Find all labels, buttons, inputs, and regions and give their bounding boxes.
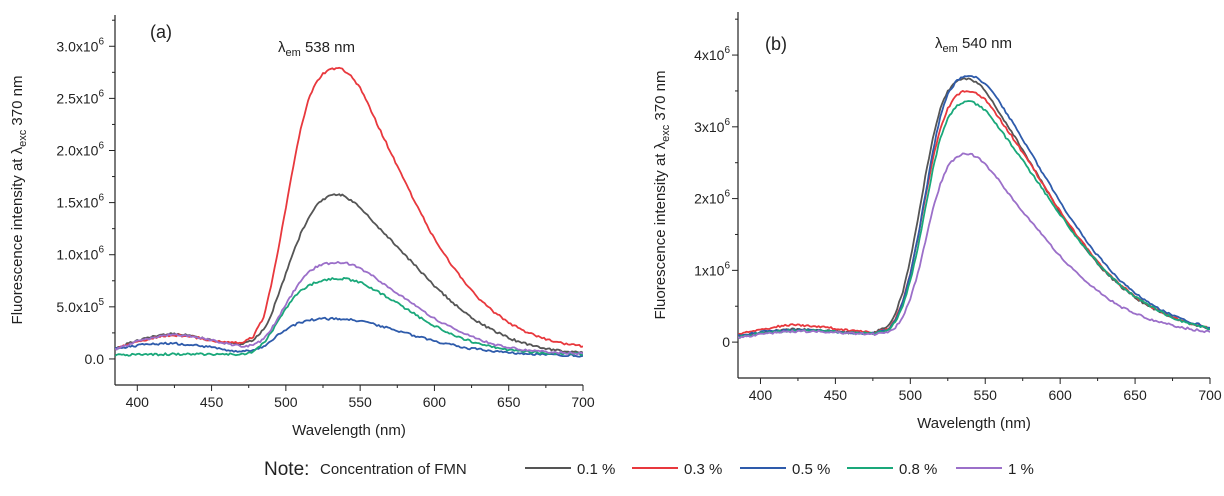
x-tick-label: 400 (126, 394, 150, 410)
panel-label: (b) (765, 34, 787, 54)
x-tick-label: 650 (1123, 387, 1147, 403)
y-tick-label: 2.0x106 (56, 140, 104, 158)
peak-annotation: λem 540 nm (935, 35, 1012, 55)
y-tick-label: 1.0x106 (56, 245, 104, 263)
legend-entry-label: 1 % (1008, 461, 1034, 478)
x-tick-label: 400 (749, 387, 773, 403)
series-line-0-3-- (115, 66, 583, 351)
panel-label: (a) (150, 22, 172, 42)
legend-note: Note: (264, 459, 309, 480)
y-axis-label: Fluorescence intensity at λexc 370 nm (9, 76, 29, 325)
y-tick-label: 5.0x105 (56, 297, 104, 315)
legend-entry-label: 0.8 % (899, 461, 937, 478)
legend-title: Concentration of FMN (320, 461, 467, 478)
series-line-0-8-- (738, 100, 1210, 339)
series-line-0-5-- (738, 75, 1210, 337)
series-line-1-- (738, 152, 1210, 340)
legend-entry-label: 0.5 % (792, 461, 830, 478)
series-line-1-- (115, 260, 583, 356)
x-tick-label: 550 (348, 394, 372, 410)
y-tick-label: 4x106 (694, 45, 730, 63)
legend-entry-label: 0.1 % (577, 461, 615, 478)
x-tick-label: 500 (274, 394, 298, 410)
y-tick-label: 2x106 (694, 189, 730, 207)
y-tick-label: 2.5x106 (56, 88, 104, 106)
chart-panel-b: 400 450 500 550 600 650 700 0 1x106 2x106 3x106 4x1… (652, 12, 1222, 432)
y-tick-label: 0 (722, 334, 730, 350)
peak-annotation: λem 538 nm (278, 39, 355, 59)
x-axis-label: Wavelength (nm) (292, 422, 406, 439)
legend: Note: Concentration of FMN 0.1 % 0.3 % 0.5 %… (264, 459, 1034, 480)
y-tick-label: 1x106 (694, 260, 730, 278)
series-line-0-8-- (115, 276, 583, 357)
x-axis-label: Wavelength (nm) (917, 415, 1031, 432)
series-line-0-1-- (115, 193, 583, 354)
x-tick-label: 450 (824, 387, 848, 403)
y-tick-label: 3x106 (694, 117, 730, 135)
x-tick-label: 550 (974, 387, 998, 403)
y-tick-label: 3.0x106 (56, 36, 104, 54)
x-tick-label: 600 (423, 394, 447, 410)
legend-entry-label: 0.3 % (684, 461, 722, 478)
x-tick-label: 650 (497, 394, 521, 410)
series-line-0-5-- (115, 316, 583, 358)
y-tick-label: 0.0 (85, 351, 105, 367)
x-tick-label: 450 (200, 394, 224, 410)
x-tick-label: 500 (899, 387, 923, 403)
x-tick-label: 700 (571, 394, 595, 410)
x-tick-label: 600 (1048, 387, 1072, 403)
x-tick-label: 700 (1198, 387, 1222, 403)
y-tick-label: 1.5x106 (56, 193, 104, 211)
y-axis-label: Fluorescence intensity at λexc 370 nm (652, 71, 672, 320)
chart-panel-a: 400 450 500 550 600 650 700 0.0 5.0x105 1.0x106 1.… (9, 15, 595, 439)
